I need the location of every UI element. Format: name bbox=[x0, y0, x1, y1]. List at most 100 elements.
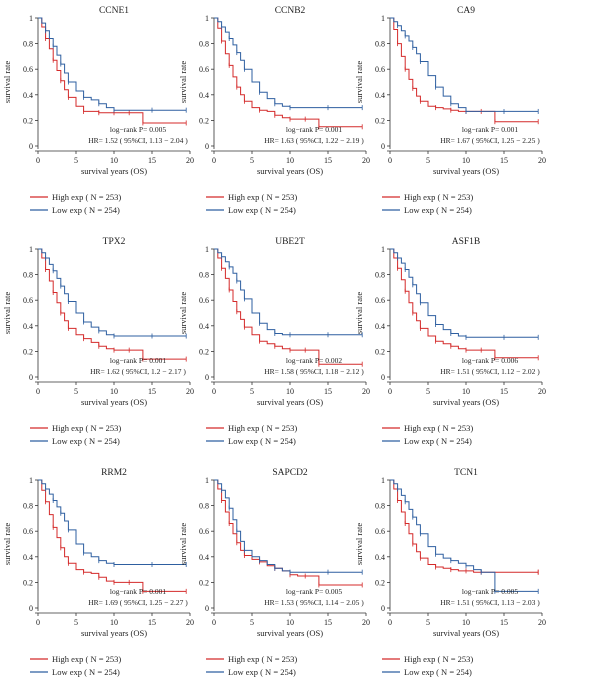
logrank-p-label: log−rank P= 0.005 bbox=[286, 587, 342, 596]
y-tick-label: 1 bbox=[205, 245, 209, 254]
y-axis-label: survival rate bbox=[178, 292, 188, 334]
panel-title: CCNE1 bbox=[99, 6, 129, 16]
high-exp-curve bbox=[38, 248, 187, 360]
hazard-ratio-label: HR= 1.53 ( 95%CI, 1.14 − 2.05 ) bbox=[264, 598, 364, 607]
y-tick-label: 0.4 bbox=[23, 91, 33, 100]
high-exp-curve bbox=[390, 17, 539, 123]
y-tick-label: 0.2 bbox=[375, 347, 385, 356]
legend-high-label: High exp ( N = 253) bbox=[52, 423, 121, 433]
x-tick-label: 20 bbox=[538, 618, 546, 627]
y-tick-label: 0.4 bbox=[199, 322, 209, 331]
y-tick-label: 0.8 bbox=[199, 40, 209, 49]
x-tick-label: 10 bbox=[462, 618, 470, 627]
x-tick-label: 20 bbox=[538, 156, 546, 165]
x-tick-label: 10 bbox=[286, 618, 294, 627]
low-exp-curve bbox=[214, 17, 363, 109]
low-exp-curve bbox=[214, 479, 363, 573]
legend-low-label: Low exp ( N = 254) bbox=[228, 667, 296, 677]
y-tick-label: 0 bbox=[205, 604, 209, 613]
y-axis-label: survival rate bbox=[354, 61, 364, 103]
y-tick-label: 0 bbox=[381, 142, 385, 151]
hazard-ratio-label: HR= 1.67 ( 95%CI, 1.25 − 2.25 ) bbox=[440, 136, 540, 145]
x-tick-label: 15 bbox=[324, 618, 332, 627]
y-tick-label: 0.2 bbox=[199, 578, 209, 587]
y-tick-label: 0.4 bbox=[375, 322, 385, 331]
x-axis-label: survival years (OS) bbox=[433, 397, 499, 407]
y-tick-label: 0.4 bbox=[375, 553, 385, 562]
x-tick-label: 15 bbox=[500, 156, 508, 165]
x-tick-label: 15 bbox=[148, 387, 156, 396]
legend-high-label: High exp ( N = 253) bbox=[404, 423, 473, 433]
high-exp-curve bbox=[214, 248, 363, 365]
low-exp-curve bbox=[38, 479, 187, 565]
x-tick-label: 20 bbox=[362, 618, 370, 627]
x-tick-label: 20 bbox=[362, 156, 370, 165]
logrank-p-label: log−rank P= 0.001 bbox=[286, 125, 342, 134]
legend-low-label: Low exp ( N = 254) bbox=[52, 667, 120, 677]
legend-low-label: Low exp ( N = 254) bbox=[404, 205, 472, 215]
y-tick-label: 0.2 bbox=[199, 347, 209, 356]
legend-high-label: High exp ( N = 253) bbox=[52, 654, 121, 664]
y-tick-label: 0 bbox=[381, 604, 385, 613]
y-tick-label: 1 bbox=[205, 476, 209, 485]
x-tick-label: 10 bbox=[110, 156, 118, 165]
y-tick-label: 0.6 bbox=[23, 296, 33, 305]
x-tick-label: 10 bbox=[462, 156, 470, 165]
panel-title: UBE2T bbox=[275, 237, 305, 247]
hazard-ratio-label: HR= 1.69 ( 95%CI, 1.25 − 2.27 ) bbox=[88, 598, 188, 607]
y-tick-label: 0.2 bbox=[375, 578, 385, 587]
x-tick-label: 5 bbox=[426, 387, 430, 396]
logrank-p-label: log−rank P= 0.005 bbox=[462, 587, 518, 596]
hazard-ratio-label: HR= 1.58 ( 95%CI, 1.18 − 2.12 ) bbox=[264, 367, 364, 376]
panel-title: CA9 bbox=[457, 6, 475, 16]
legend-low-label: Low exp ( N = 254) bbox=[404, 436, 472, 446]
x-tick-label: 15 bbox=[500, 387, 508, 396]
high-exp-curve bbox=[214, 17, 363, 128]
panel-title: TPX2 bbox=[103, 237, 126, 247]
y-axis-label: survival rate bbox=[178, 61, 188, 103]
y-tick-label: 0.8 bbox=[23, 271, 33, 280]
x-tick-label: 10 bbox=[110, 618, 118, 627]
y-tick-label: 0.8 bbox=[199, 271, 209, 280]
y-tick-label: 0.4 bbox=[23, 553, 33, 562]
y-tick-label: 0.6 bbox=[375, 65, 385, 74]
x-tick-label: 0 bbox=[212, 387, 216, 396]
low-exp-curve bbox=[390, 17, 539, 112]
x-tick-label: 20 bbox=[362, 387, 370, 396]
x-tick-label: 10 bbox=[462, 387, 470, 396]
low-exp-curve bbox=[390, 479, 539, 592]
y-tick-label: 0.4 bbox=[199, 553, 209, 562]
y-tick-label: 0.4 bbox=[375, 91, 385, 100]
x-tick-label: 20 bbox=[186, 618, 194, 627]
x-tick-label: 0 bbox=[388, 156, 392, 165]
high-exp-curve bbox=[214, 479, 363, 586]
y-tick-label: 0.6 bbox=[23, 527, 33, 536]
high-exp-curve bbox=[38, 479, 187, 592]
x-tick-label: 0 bbox=[36, 387, 40, 396]
x-tick-label: 0 bbox=[36, 618, 40, 627]
x-tick-label: 10 bbox=[286, 156, 294, 165]
x-tick-label: 5 bbox=[250, 156, 254, 165]
x-tick-label: 15 bbox=[148, 156, 156, 165]
high-exp-curve bbox=[390, 248, 539, 359]
panel-title: CCNB2 bbox=[275, 6, 306, 16]
x-axis-label: survival years (OS) bbox=[81, 628, 147, 638]
y-tick-label: 0 bbox=[381, 373, 385, 382]
logrank-p-label: log−rank P= 0.006 bbox=[462, 356, 518, 365]
y-tick-label: 1 bbox=[381, 14, 385, 23]
x-axis-label: survival years (OS) bbox=[433, 166, 499, 176]
legend-high-label: High exp ( N = 253) bbox=[228, 654, 297, 664]
x-tick-label: 20 bbox=[186, 156, 194, 165]
x-tick-label: 10 bbox=[110, 387, 118, 396]
y-tick-label: 0.8 bbox=[375, 502, 385, 511]
x-tick-label: 15 bbox=[324, 387, 332, 396]
x-tick-label: 10 bbox=[286, 387, 294, 396]
y-tick-label: 0.8 bbox=[23, 40, 33, 49]
y-tick-label: 0 bbox=[29, 373, 33, 382]
hazard-ratio-label: HR= 1.62 ( 95%CI, 1.2 − 2.17 ) bbox=[90, 367, 186, 376]
